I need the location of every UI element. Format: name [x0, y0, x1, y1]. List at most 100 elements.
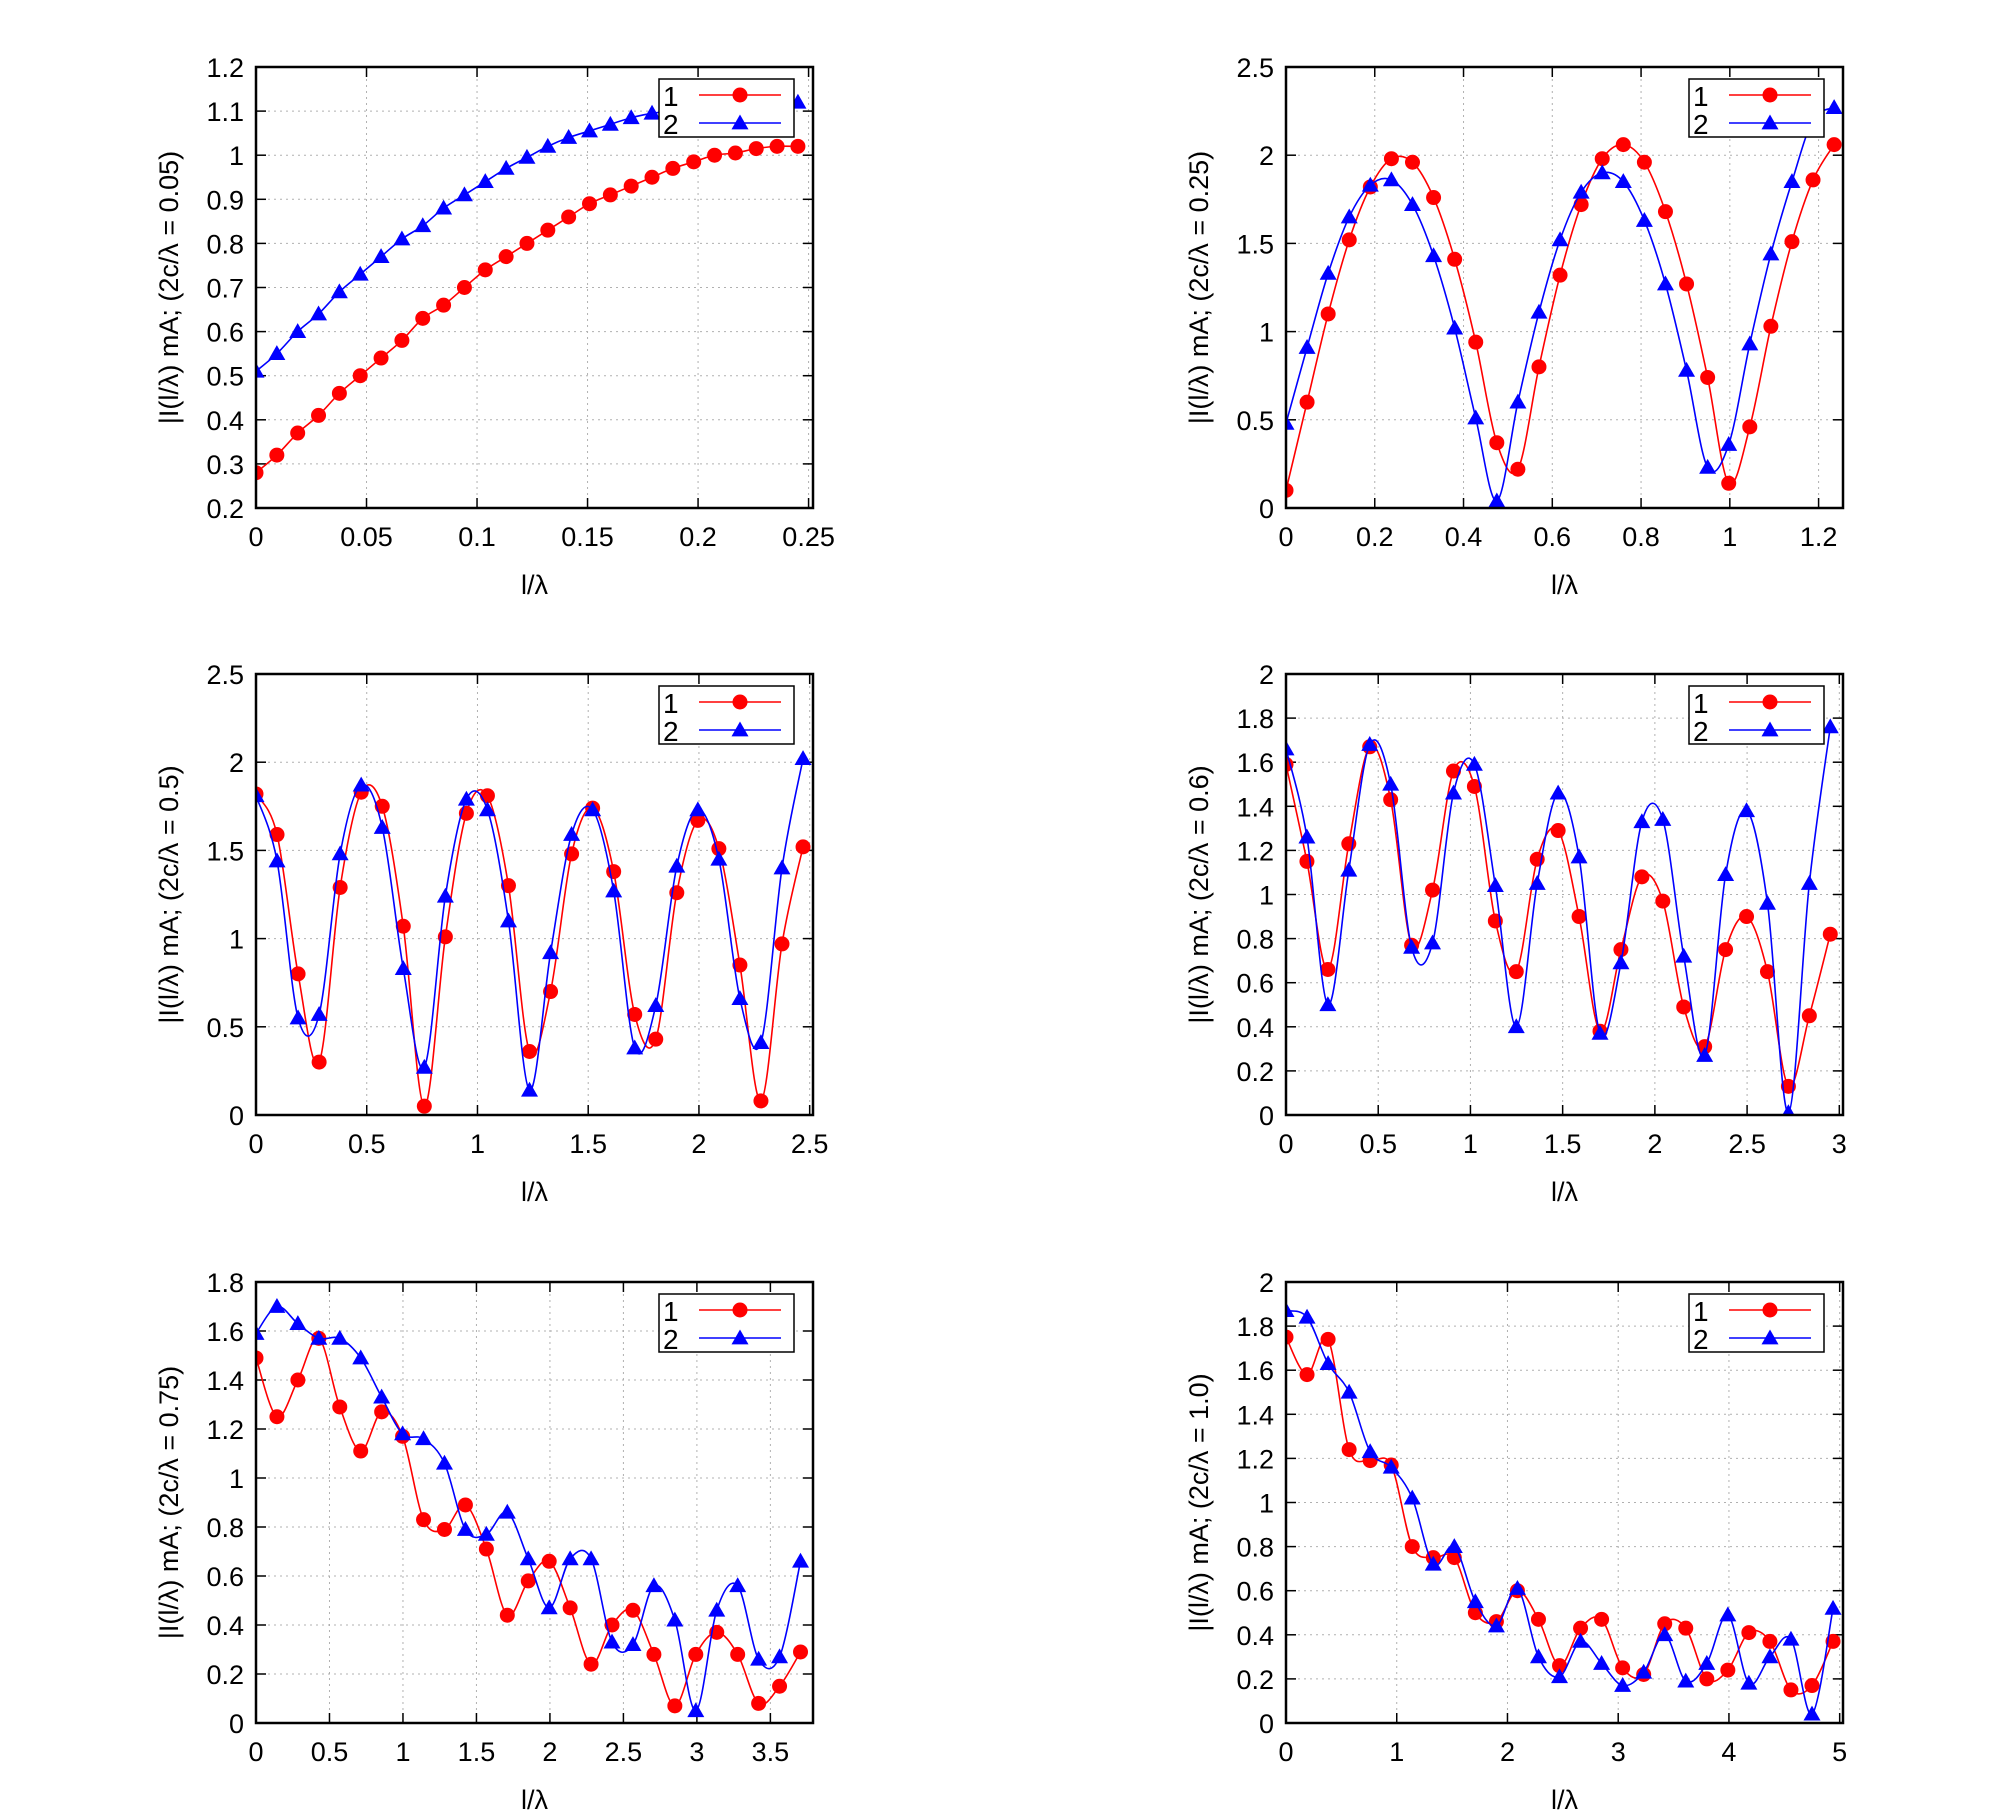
series-2-point: [1340, 861, 1358, 877]
x-tick-label: 1.5: [458, 1737, 496, 1767]
series-2-point: [372, 248, 390, 264]
x-tick-label: 4: [1721, 1737, 1736, 1767]
series-2-point: [668, 857, 686, 873]
legend-label-2: 2: [663, 716, 679, 747]
series-1-point: [1801, 1008, 1817, 1024]
plot-frame: [254, 65, 815, 510]
y-tick-label: 0.6: [1236, 969, 1274, 999]
legend-label-1: 1: [663, 1296, 679, 1327]
series-2-point: [1614, 1677, 1632, 1692]
series-1-point: [1320, 961, 1336, 977]
x-axis-label: l/λ: [521, 1177, 549, 1207]
legend: 12: [1688, 78, 1825, 140]
legend-label-2: 2: [663, 109, 679, 140]
series-1-point: [395, 918, 411, 934]
legend-marker-2: [1761, 1329, 1779, 1345]
series-1-point: [543, 984, 559, 1000]
series-1-point: [1615, 1660, 1631, 1676]
y-axis-label: |I(l/λ) mA; (2c/λ = 0.5): [154, 765, 184, 1023]
series-1-point: [290, 1372, 306, 1388]
y-tick-label: 1: [229, 141, 244, 171]
series-2-point: [1486, 877, 1504, 893]
series-1-point: [1489, 435, 1505, 451]
y-tick-label: 0.2: [1236, 1665, 1274, 1695]
series-2-point: [624, 1636, 642, 1651]
series-2-point: [1803, 1705, 1821, 1721]
series-2-point: [1424, 934, 1442, 950]
series-2-point: [436, 887, 454, 903]
series-1-point: [1299, 853, 1315, 869]
series-2: [1286, 718, 1839, 1115]
x-tick-label: 0.15: [561, 522, 614, 552]
y-tick-label: 1.2: [1236, 1444, 1274, 1474]
series-2-point: [1340, 1383, 1358, 1399]
series-2-point: [1761, 1648, 1779, 1664]
x-tick-label: 0.2: [679, 522, 717, 552]
series-1-point: [562, 1600, 578, 1616]
y-tick-label: 0.4: [1236, 1013, 1274, 1043]
series-1-point: [290, 425, 306, 441]
series-1-point: [774, 936, 790, 952]
series-1-point: [1763, 318, 1779, 334]
series-2-point: [1614, 173, 1632, 189]
x-axis-label: l/λ: [1551, 1785, 1579, 1812]
y-tick-label: 1: [229, 925, 244, 955]
x-tick-label: 1: [1463, 1129, 1478, 1159]
series-2-point: [1824, 1599, 1842, 1615]
x-tick-label: 1: [470, 1129, 485, 1159]
y-tick-label: 1.4: [206, 1366, 244, 1396]
legend: 12: [658, 685, 795, 747]
series-1-point: [583, 1656, 599, 1672]
legend-label-2: 2: [1693, 1324, 1709, 1355]
series-2-point: [1678, 361, 1696, 377]
series-2-point: [1698, 1654, 1716, 1670]
series-1-point: [1739, 909, 1755, 925]
series-1-point: [625, 1602, 641, 1618]
legend-label-1: 1: [1693, 688, 1709, 719]
series-2-point: [1551, 231, 1569, 247]
series-1-point: [667, 1698, 683, 1714]
series-2-point: [1821, 718, 1839, 734]
legend-marker-1: [732, 87, 748, 103]
plot-frame: [254, 1280, 815, 1725]
legend-box: [1688, 1293, 1825, 1353]
series-2-point: [1677, 1672, 1695, 1688]
series-2-point: [1782, 1630, 1800, 1646]
series-2-point: [1758, 894, 1776, 910]
series-1-point: [478, 1541, 494, 1557]
series-2-point: [1635, 211, 1653, 227]
y-tick-label: 0.5: [206, 1013, 244, 1043]
x-tick-label: 0: [248, 522, 263, 552]
x-axis-label: l/λ: [1551, 1177, 1579, 1207]
series-2-point: [1738, 802, 1756, 818]
y-tick-label: 1.8: [206, 1268, 244, 1298]
series-1-point: [648, 1031, 664, 1047]
y-tick-label: 0.3: [206, 450, 244, 480]
series-1-point: [436, 1521, 452, 1537]
series-1-point: [769, 138, 785, 154]
series-2: [1286, 1302, 1842, 1721]
series-2-point: [582, 1550, 600, 1566]
y-tick-label: 1.8: [1236, 704, 1274, 734]
series-1-point: [290, 966, 306, 982]
y-tick-label: 0.9: [206, 185, 244, 215]
series-2-point: [1528, 874, 1546, 890]
chart-panel-1: 0 0.05 0.1 0.15 0.2 0.25 0.2 0.3 0.4 0.5 0.6 0.7 0.8…: [154, 53, 835, 600]
legend-marker-1: [1762, 694, 1778, 710]
series-1-point: [1468, 334, 1484, 350]
series-2-point: [1403, 196, 1421, 211]
series-1-point: [541, 1553, 557, 1569]
series-2-point: [331, 1329, 349, 1345]
x-tick-label: 2: [542, 1737, 557, 1767]
x-tick-label: 1: [1389, 1737, 1404, 1767]
series-2-point: [1593, 164, 1611, 180]
series-1-point: [1594, 1611, 1610, 1627]
series-2-point: [415, 1430, 433, 1446]
series-2-line: [1286, 106, 1835, 502]
series-1-point: [540, 222, 556, 238]
series-2-line: [256, 1305, 802, 1712]
series-1-line: [256, 1337, 802, 1707]
legend-marker-1: [732, 694, 748, 710]
series-1-point: [627, 1006, 643, 1022]
x-tick-label: 3: [1832, 1129, 1847, 1159]
